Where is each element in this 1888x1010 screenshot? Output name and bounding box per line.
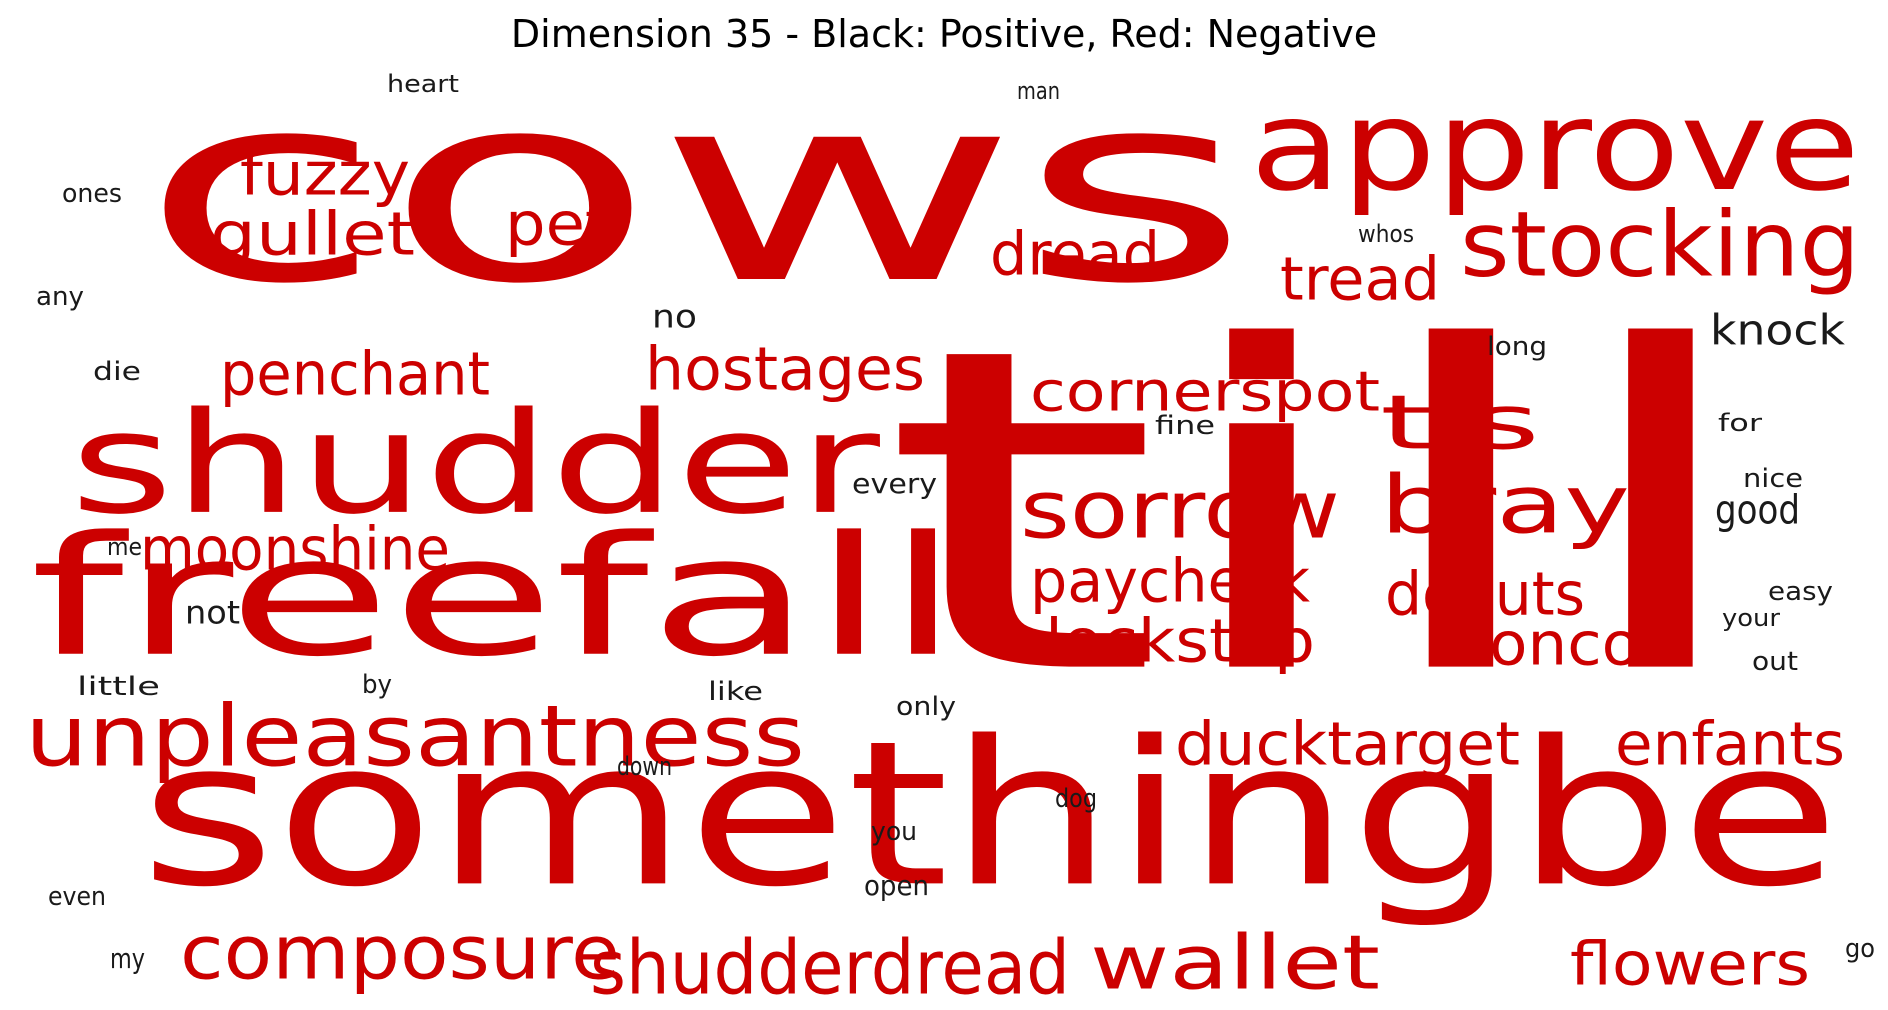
word-man: man bbox=[1017, 77, 1060, 106]
word-your: your bbox=[1722, 604, 1781, 633]
word-good: good bbox=[1715, 486, 1801, 534]
word-fine: fine bbox=[1155, 409, 1215, 441]
word-down: down bbox=[617, 750, 673, 782]
word-moonshine: moonshine bbox=[140, 514, 450, 585]
word-out: out bbox=[1752, 645, 1798, 677]
word-lockstep: lockstep bbox=[1045, 606, 1315, 677]
word-only: only bbox=[896, 690, 956, 722]
word-little: little bbox=[77, 670, 160, 702]
word-hostages: hostages bbox=[645, 334, 925, 405]
word-cornerspot: cornerspot bbox=[1030, 360, 1380, 425]
word-any: any bbox=[36, 280, 85, 312]
word-wallet: wallet bbox=[1090, 918, 1380, 1007]
word-dog: dog bbox=[1055, 782, 1097, 814]
word-long: long bbox=[1487, 330, 1548, 362]
word-ducktarget: ducktarget bbox=[1175, 709, 1520, 780]
word-open: open bbox=[864, 869, 929, 903]
word-unpleasantness: unpleasantness bbox=[25, 687, 805, 787]
word-dread: dread bbox=[990, 219, 1160, 290]
word-nice: nice bbox=[1743, 462, 1804, 494]
word-bronco: bronco bbox=[1425, 609, 1640, 680]
word-by: by bbox=[362, 668, 393, 700]
word-sorrow: sorrow bbox=[1020, 462, 1340, 557]
word-easy: easy bbox=[1768, 575, 1833, 607]
word-freefall: freefall bbox=[30, 501, 960, 694]
word-pet: pet bbox=[505, 189, 611, 260]
word-heart: heart bbox=[387, 70, 459, 99]
word-flowers: flowers bbox=[1570, 929, 1811, 1000]
word-go: go bbox=[1845, 932, 1875, 964]
word-like: like bbox=[708, 675, 764, 707]
word-for: for bbox=[1718, 409, 1762, 438]
word-till: till bbox=[880, 253, 1760, 772]
word-tread: tread bbox=[1280, 244, 1441, 315]
word-gullet: gullet bbox=[210, 199, 416, 270]
word-whos: whos bbox=[1358, 220, 1414, 249]
word-shudder: shudder bbox=[70, 383, 880, 546]
word-stocking: stocking bbox=[1460, 192, 1861, 298]
word-knock: knock bbox=[1710, 306, 1846, 356]
word-penchant: penchant bbox=[220, 339, 490, 410]
word-no: no bbox=[652, 298, 697, 337]
word-composure: composure bbox=[180, 908, 620, 997]
word-my: my bbox=[110, 942, 146, 976]
word-me: me bbox=[107, 533, 143, 562]
word-fuzzy: fuzzy bbox=[240, 139, 410, 210]
word-enfants: enfants bbox=[1615, 709, 1846, 780]
word-die: die bbox=[93, 355, 141, 387]
chart-title: Dimension 35 - Black: Positive, Red: Neg… bbox=[510, 12, 1378, 56]
word-shudderdread: shudderdread bbox=[590, 923, 1070, 1010]
word-approve: approve bbox=[1250, 74, 1860, 220]
word-cows: cows bbox=[140, 38, 1250, 342]
word-even: even bbox=[48, 880, 106, 912]
word-donuts: donuts bbox=[1385, 559, 1586, 630]
word-every: every bbox=[852, 467, 938, 501]
word-tis: tis bbox=[1380, 378, 1541, 467]
word-ones: ones bbox=[62, 177, 122, 209]
word-somethingbe: somethingbe bbox=[140, 698, 1841, 931]
word-you: you bbox=[871, 815, 918, 847]
word-not: not bbox=[185, 594, 240, 633]
word-paycheck: paycheck bbox=[1030, 546, 1310, 617]
word-bray: bray bbox=[1380, 457, 1631, 552]
